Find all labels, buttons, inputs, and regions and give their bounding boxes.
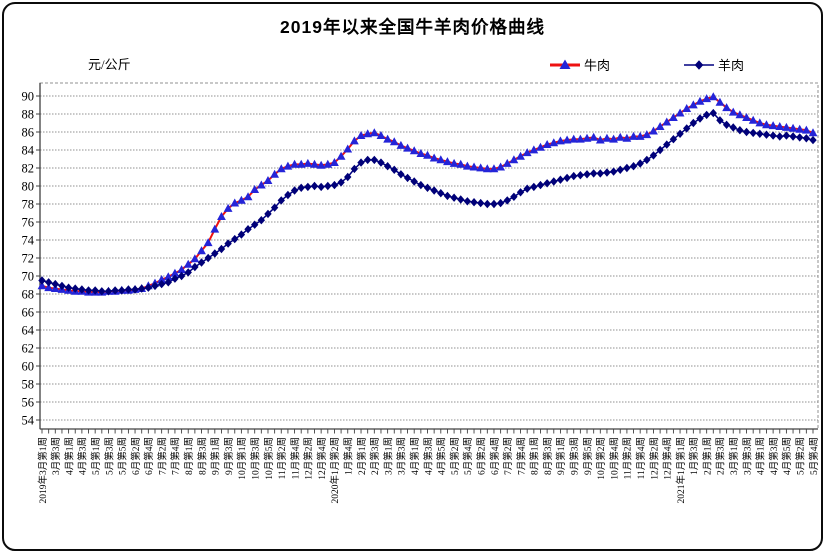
svg-text:8月第1周: 8月第1周: [183, 437, 195, 475]
svg-text:82: 82: [22, 161, 35, 175]
mutton-line-marker-icon: [684, 59, 714, 70]
svg-text:7月第2周: 7月第2周: [156, 437, 168, 475]
svg-text:8月第1周: 8月第1周: [529, 437, 541, 475]
svg-text:4月第3周: 4月第3周: [422, 437, 434, 475]
svg-text:88: 88: [22, 107, 35, 121]
svg-text:86: 86: [22, 125, 35, 139]
svg-text:2021年1月第1周: 2021年1月第1周: [675, 437, 687, 504]
svg-text:78: 78: [22, 197, 35, 211]
svg-text:10月第5周: 10月第5周: [263, 437, 275, 480]
svg-text:4月第5周: 4月第5周: [436, 437, 448, 475]
svg-text:80: 80: [22, 179, 35, 193]
svg-text:9月第1周: 9月第1周: [555, 437, 567, 475]
svg-text:6月第4周: 6月第4周: [143, 437, 155, 475]
svg-text:76: 76: [22, 215, 35, 229]
legend-item-beef: 牛肉: [549, 55, 610, 74]
x-axis-ticks: [41, 429, 814, 434]
y-axis-unit-label: 元/公斤: [88, 57, 131, 72]
svg-text:8月第3周: 8月第3周: [196, 437, 208, 475]
svg-text:1月第4周: 1月第4周: [343, 437, 355, 475]
svg-text:5月第2周: 5月第2周: [449, 437, 461, 475]
svg-text:3月第1周: 3月第1周: [728, 437, 740, 475]
svg-text:12月第4周: 12月第4周: [316, 437, 328, 480]
svg-text:5月第4周: 5月第4周: [808, 437, 820, 475]
legend: 牛肉 羊肉: [0, 55, 825, 73]
svg-text:4月第1周: 4月第1周: [409, 437, 421, 475]
svg-text:7月第2周: 7月第2周: [502, 437, 514, 475]
svg-text:9月第3周: 9月第3周: [223, 437, 235, 475]
svg-text:5月第3周: 5月第3周: [103, 437, 115, 475]
svg-text:7月第4周: 7月第4周: [170, 437, 182, 475]
svg-text:5月第5周: 5月第5周: [117, 437, 129, 475]
svg-text:2月第1周: 2月第1周: [701, 437, 713, 475]
svg-text:11月第4周: 11月第4周: [289, 437, 301, 479]
svg-text:12月第4周: 12月第4周: [662, 437, 674, 480]
plot-border: [39, 82, 819, 430]
svg-text:6月第4周: 6月第4周: [489, 437, 501, 475]
svg-text:3月第1周: 3月第1周: [382, 437, 394, 475]
svg-text:11月第2周: 11月第2周: [622, 437, 634, 479]
svg-text:12月第2周: 12月第2周: [648, 437, 660, 480]
svg-text:12月第2周: 12月第2周: [303, 437, 315, 480]
svg-text:74: 74: [22, 233, 35, 247]
svg-text:7月第4周: 7月第4周: [515, 437, 527, 475]
svg-text:5月第2周: 5月第2周: [795, 437, 807, 475]
svg-text:66: 66: [22, 305, 35, 319]
svg-text:4月第1周: 4月第1周: [755, 437, 767, 475]
svg-text:90: 90: [22, 89, 35, 103]
svg-text:4月第3周: 4月第3周: [768, 437, 780, 475]
svg-text:3月第3周: 3月第3周: [396, 437, 408, 475]
svg-text:72: 72: [22, 251, 35, 265]
svg-text:84: 84: [22, 143, 35, 157]
page-title: 2019年以来全国牛羊肉价格曲线: [280, 17, 545, 37]
svg-text:4月第1周: 4月第1周: [63, 437, 75, 475]
svg-text:58: 58: [22, 377, 35, 391]
svg-text:68: 68: [22, 287, 35, 301]
beef-line-marker-icon: [550, 59, 580, 69]
svg-text:3月第3周: 3月第3周: [50, 437, 62, 475]
svg-text:3月第3周: 3月第3周: [741, 437, 753, 475]
svg-text:70: 70: [22, 269, 35, 283]
svg-text:11月第2周: 11月第2周: [276, 437, 288, 479]
svg-text:1月第3周: 1月第3周: [688, 437, 700, 475]
svg-text:5月第1周: 5月第1周: [90, 437, 102, 475]
svg-text:10月第2周: 10月第2周: [595, 437, 607, 480]
svg-text:9月第1周: 9月第1周: [210, 437, 222, 475]
svg-text:2020年1月第2周: 2020年1月第2周: [329, 437, 341, 504]
svg-text:6月第2周: 6月第2周: [475, 437, 487, 475]
svg-text:64: 64: [22, 323, 35, 337]
svg-text:2月第3周: 2月第3周: [369, 437, 381, 475]
svg-text:10月第3周: 10月第3周: [249, 437, 261, 480]
svg-text:9月第5周: 9月第5周: [582, 437, 594, 475]
svg-text:62: 62: [22, 341, 35, 355]
legend-label-mutton: 羊肉: [718, 58, 745, 73]
svg-text:54: 54: [22, 413, 35, 427]
svg-text:8月第3周: 8月第3周: [542, 437, 554, 475]
x-axis-tick-labels: 2019年3月第1周 3月第3周 4月第1周 4月第3周 5月第1周 5月第3周 5月第5周…: [37, 437, 820, 504]
svg-text:10月第1周: 10月第1周: [236, 437, 248, 480]
legend-item-mutton: 羊肉: [683, 55, 744, 74]
svg-text:4月第5周: 4月第5周: [781, 437, 793, 475]
svg-text:56: 56: [22, 395, 35, 409]
svg-text:2月第1周: 2月第1周: [356, 437, 368, 475]
svg-text:9月第3周: 9月第3周: [569, 437, 581, 475]
y-axis-tick-labels: 90 88 86 84 82 80 78 76 74 72 70 68 66 64 62 60 58 56 54: [22, 89, 35, 427]
svg-text:11月第4周: 11月第4周: [635, 437, 647, 479]
legend-label-beef: 牛肉: [584, 58, 611, 73]
svg-text:4月第3周: 4月第3周: [77, 437, 89, 475]
svg-text:5月第4周: 5月第4周: [462, 437, 474, 475]
svg-text:2019年3月第1周: 2019年3月第1周: [37, 437, 49, 504]
svg-text:2月第3周: 2月第3周: [715, 437, 727, 475]
svg-text:10月第4周: 10月第4周: [608, 437, 620, 480]
mutton-series-markers: [38, 108, 817, 296]
svg-text:60: 60: [22, 359, 35, 373]
beef-series-markers: [37, 92, 818, 296]
svg-text:6月第2周: 6月第2周: [130, 437, 142, 475]
gridlines: [36, 95, 818, 421]
